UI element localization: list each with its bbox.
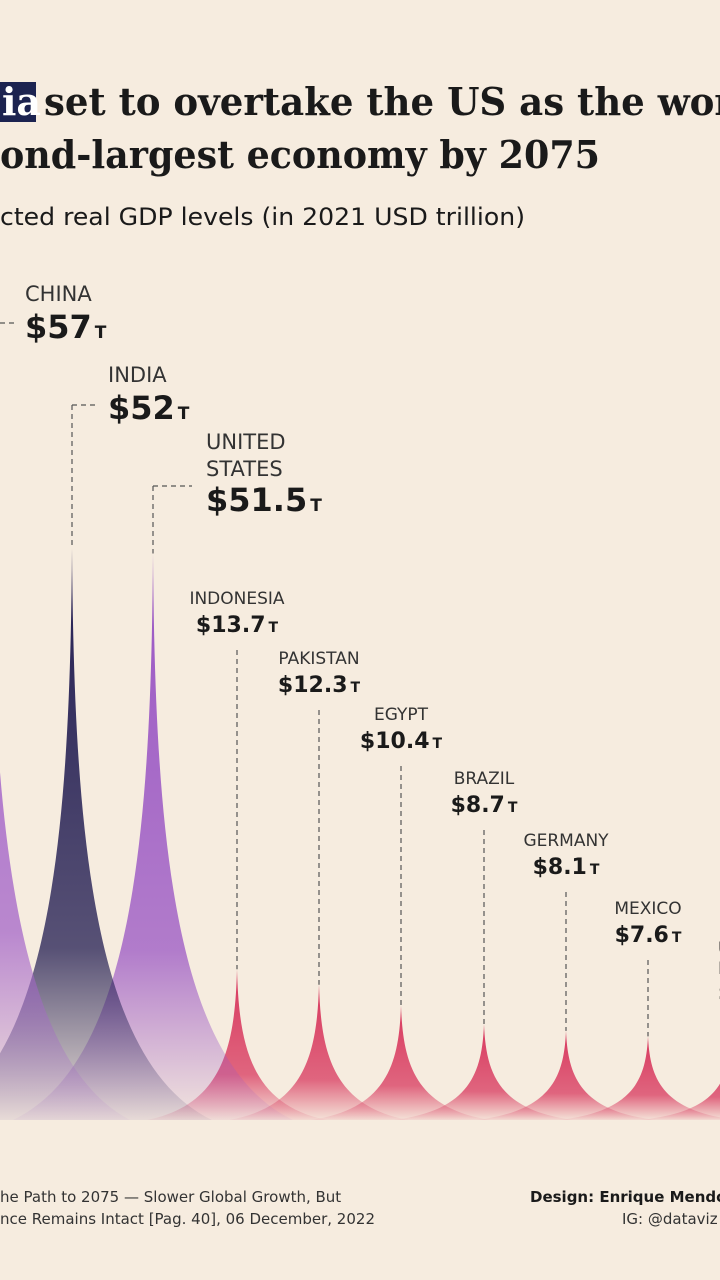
value-label: $12.3 T <box>278 673 361 698</box>
category-label: KIN <box>718 959 720 979</box>
value-text: $7 <box>718 981 720 1006</box>
value-label: $52 T <box>108 389 190 427</box>
spike <box>229 984 409 1120</box>
value-label: $7T <box>718 981 720 1006</box>
category-label: PAKISTAN <box>278 649 359 669</box>
value-text: $7.6 <box>615 923 669 948</box>
value-label: $8.1 T <box>533 855 600 880</box>
unit-label: T <box>269 620 279 636</box>
spike <box>0 771 130 1120</box>
value-text: $8.7 <box>451 793 505 818</box>
title-highlight-box <box>0 82 36 122</box>
footer-left: he Path to 2075 — Slower Global Growth, … <box>0 1188 341 1206</box>
unit-label: T <box>310 496 322 516</box>
category-label: BRAZIL <box>454 769 515 789</box>
spike <box>311 1005 491 1120</box>
spike <box>147 969 327 1120</box>
unit-label: T <box>590 862 600 878</box>
value-label: $51.5 T <box>206 481 322 519</box>
value-label: $7.6 T <box>615 923 682 948</box>
value-text: $57 <box>25 308 92 346</box>
category-label: UN <box>718 939 720 959</box>
unit-label: T <box>178 404 190 424</box>
spike <box>13 553 293 1120</box>
category-label: CHINA <box>25 282 92 306</box>
title-line: ond-largest economy by 2075 <box>0 132 600 177</box>
spike <box>394 1024 574 1120</box>
value-text: $52 <box>108 389 175 427</box>
unit-label: T <box>672 930 682 946</box>
category-label: MEXICO <box>614 899 681 919</box>
category-label: STATES <box>206 457 283 481</box>
title-highlight: ia <box>2 79 41 124</box>
value-text: $12.3 <box>278 673 348 698</box>
category-label: INDONESIA <box>189 589 284 609</box>
value-text: $51.5 <box>206 481 307 519</box>
spike <box>476 1030 656 1120</box>
title-line: set to overtake the US as the wor <box>44 79 720 124</box>
footer-left: nce Remains Intact [Pag. 40], 06 Decembe… <box>0 1210 375 1228</box>
unit-label: T <box>351 680 361 696</box>
unit-label: T <box>95 323 107 343</box>
category-label: EGYPT <box>374 705 429 725</box>
category-label: UNITED <box>206 430 286 454</box>
value-label: $8.7 T <box>451 793 518 818</box>
value-label: $13.7 T <box>196 613 279 638</box>
value-label: $10.4 T <box>360 729 443 754</box>
value-label: $57 T <box>25 308 107 346</box>
footer-right: Design: Enrique Mendoz <box>530 1188 720 1206</box>
footer-right: IG: @dataviz <box>622 1210 718 1228</box>
value-text: $8.1 <box>533 855 587 880</box>
category-label: INDIA <box>108 363 167 387</box>
subtitle: cted real GDP levels (in 2021 USD trilli… <box>0 203 525 231</box>
spike <box>558 1036 720 1120</box>
spike <box>0 548 212 1120</box>
value-text: $10.4 <box>360 729 430 754</box>
unit-label: T <box>433 736 443 752</box>
unit-label: T <box>508 800 518 816</box>
value-text: $13.7 <box>196 613 266 638</box>
category-label: GERMANY <box>523 831 609 851</box>
spike <box>640 1083 720 1120</box>
